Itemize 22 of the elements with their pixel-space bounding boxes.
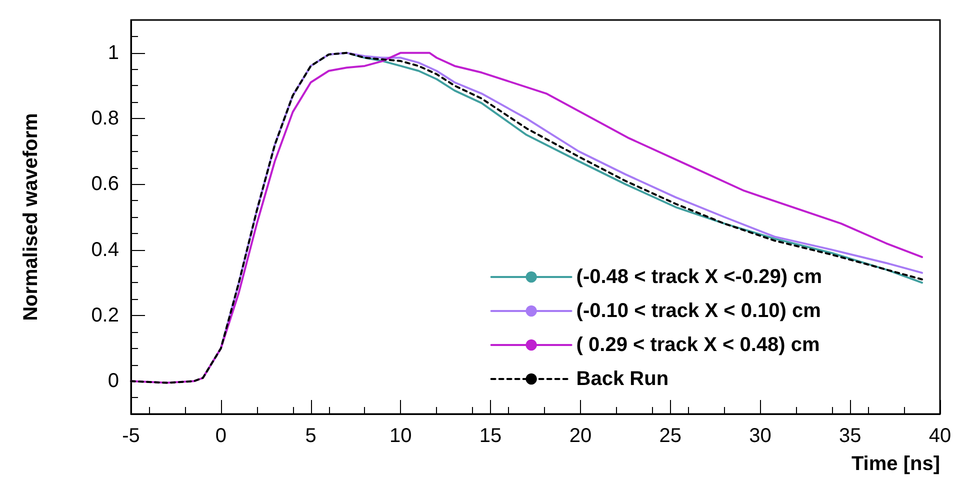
legend-label: ( 0.29 < track X < 0.48) cm — [576, 334, 820, 356]
y-tick-label: 0.4 — [91, 238, 119, 261]
y-tick-label: 0.8 — [91, 108, 119, 130]
x-tick-label: -5 — [122, 425, 140, 447]
x-tick-label: 30 — [749, 425, 772, 447]
x-tick-label: 20 — [569, 425, 592, 447]
x-tick-label: 25 — [659, 425, 682, 447]
y-tick-label: 0.6 — [91, 173, 119, 196]
legend-label: Back Run — [576, 368, 669, 390]
x-tick-label: 10 — [390, 425, 412, 447]
x-tick-label: 5 — [305, 425, 316, 447]
x-axis-title: Time [ns] — [851, 453, 940, 475]
x-tick-label: 15 — [479, 425, 502, 447]
x-tick-label: 35 — [838, 425, 862, 447]
legend-label: (-0.48 < track X <-0.29) cm — [576, 266, 822, 288]
y-tick-label: 0.2 — [91, 304, 119, 326]
y-axis-title: Normalised waveform — [20, 113, 42, 321]
y-tick-label: 0 — [108, 370, 119, 392]
legend-label: (-0.10 < track X < 0.10) cm — [576, 300, 821, 322]
x-tick-label: 0 — [215, 425, 226, 447]
y-tick-label: 1 — [108, 42, 119, 64]
x-tick-label: 40 — [928, 425, 952, 447]
